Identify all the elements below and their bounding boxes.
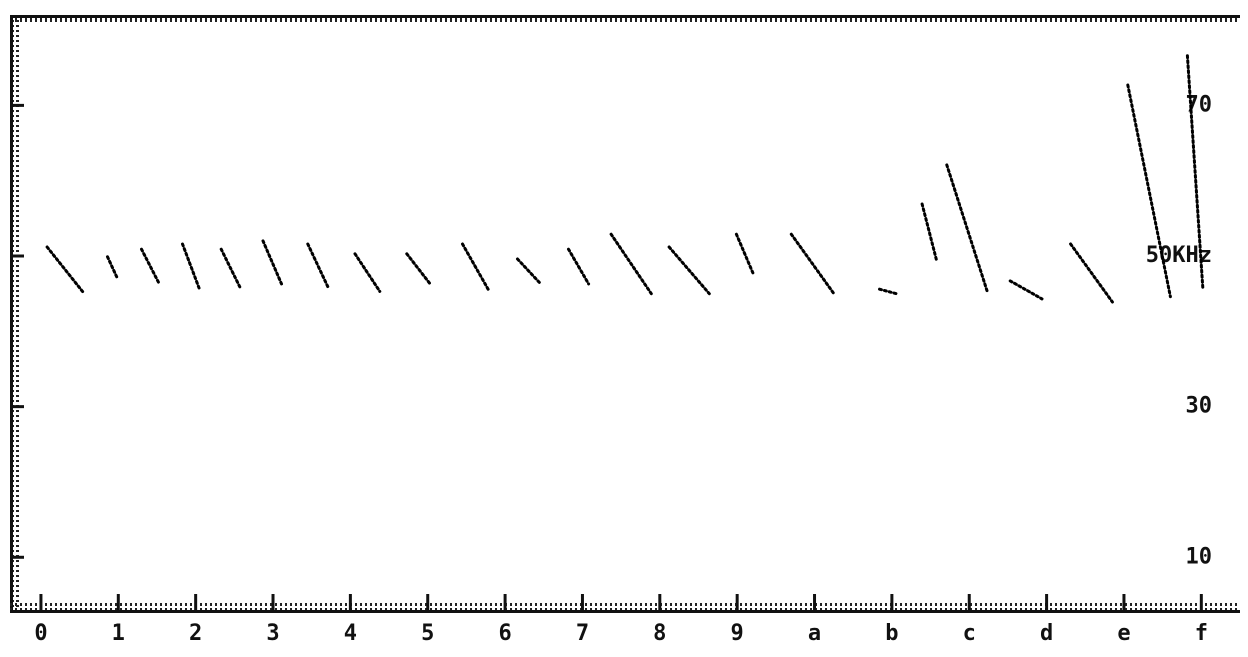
x-tick-label: 1 bbox=[112, 621, 125, 646]
x-tick-label: 9 bbox=[731, 621, 744, 646]
x-tick-label: 3 bbox=[266, 621, 279, 646]
top-ruler bbox=[10, 18, 1240, 24]
call-trace bbox=[45, 54, 1205, 304]
x-tick-label: d bbox=[1040, 621, 1053, 646]
frame-top bbox=[10, 15, 1240, 18]
x-tick-label: c bbox=[963, 621, 976, 646]
x-tick-label: b bbox=[885, 621, 898, 646]
bottom-ruler bbox=[10, 603, 1240, 610]
x-tick-label: 8 bbox=[653, 621, 666, 646]
frame-bottom bbox=[10, 610, 1240, 613]
x-tick-label: 6 bbox=[498, 621, 511, 646]
frame-left bbox=[10, 15, 13, 613]
x-tick-label: a bbox=[808, 621, 821, 646]
x-tick-label: 0 bbox=[34, 621, 47, 646]
left-ruler bbox=[13, 18, 19, 610]
x-tick-label: 7 bbox=[576, 621, 589, 646]
x-tick-label: 5 bbox=[421, 621, 434, 646]
y-tick-label: 10 bbox=[1186, 544, 1213, 569]
y-tick-label: 30 bbox=[1186, 394, 1213, 419]
x-tick-label: 4 bbox=[344, 621, 357, 646]
x-tick-label: 2 bbox=[189, 621, 202, 646]
x-tick-label: f bbox=[1195, 621, 1208, 646]
x-tick-label: e bbox=[1117, 621, 1130, 646]
